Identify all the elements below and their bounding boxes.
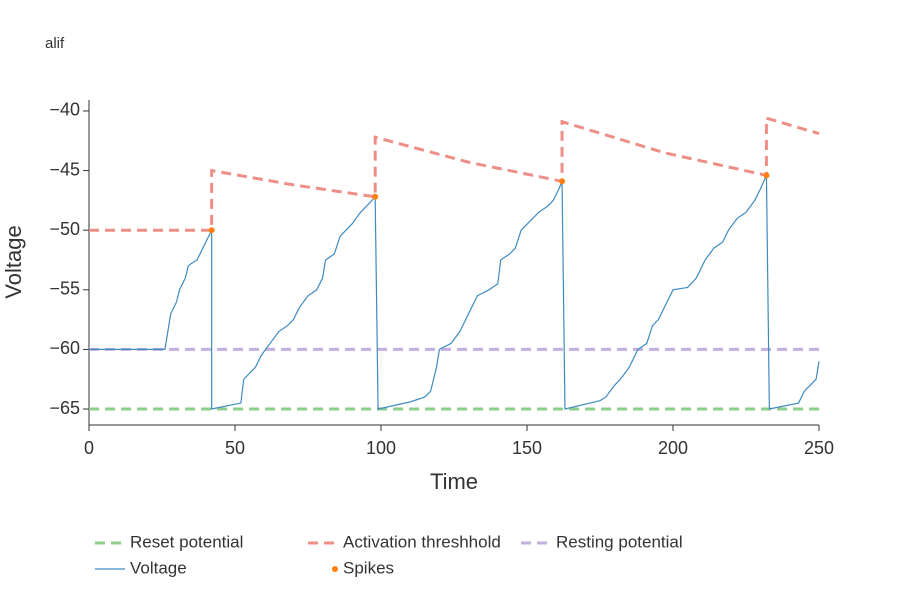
y-tick-label: −55 (49, 279, 80, 299)
y-tick-label: −60 (49, 338, 80, 358)
x-tick-label: 100 (366, 438, 396, 458)
legend-label: Voltage (130, 558, 187, 577)
y-tick-label: −65 (49, 398, 80, 418)
legend-label: Activation threshhold (343, 532, 501, 551)
legend-label: Resting potential (556, 532, 683, 551)
series-line (89, 116, 820, 232)
x-axis-label: Time (430, 469, 478, 494)
legend-label: Reset potential (130, 532, 243, 551)
spike-marker (208, 227, 215, 234)
x-tick-label: 150 (512, 438, 542, 458)
y-tick-label: −45 (49, 159, 80, 179)
y-tick-label: −40 (49, 100, 80, 120)
x-tick-label: 0 (84, 438, 94, 458)
y-tick-label: −50 (49, 219, 80, 239)
spike-marker (763, 172, 770, 179)
spike-marker (559, 178, 566, 185)
x-tick-label: 250 (804, 438, 834, 458)
legend-marker (332, 566, 338, 572)
x-tick-label: 50 (225, 438, 245, 458)
legend-label: Spikes (343, 558, 394, 577)
y-axis-label: Voltage (1, 225, 26, 298)
spike-marker (372, 193, 379, 200)
series-line (89, 175, 820, 410)
chart-title: alif (45, 35, 65, 52)
x-tick-label: 200 (658, 438, 688, 458)
